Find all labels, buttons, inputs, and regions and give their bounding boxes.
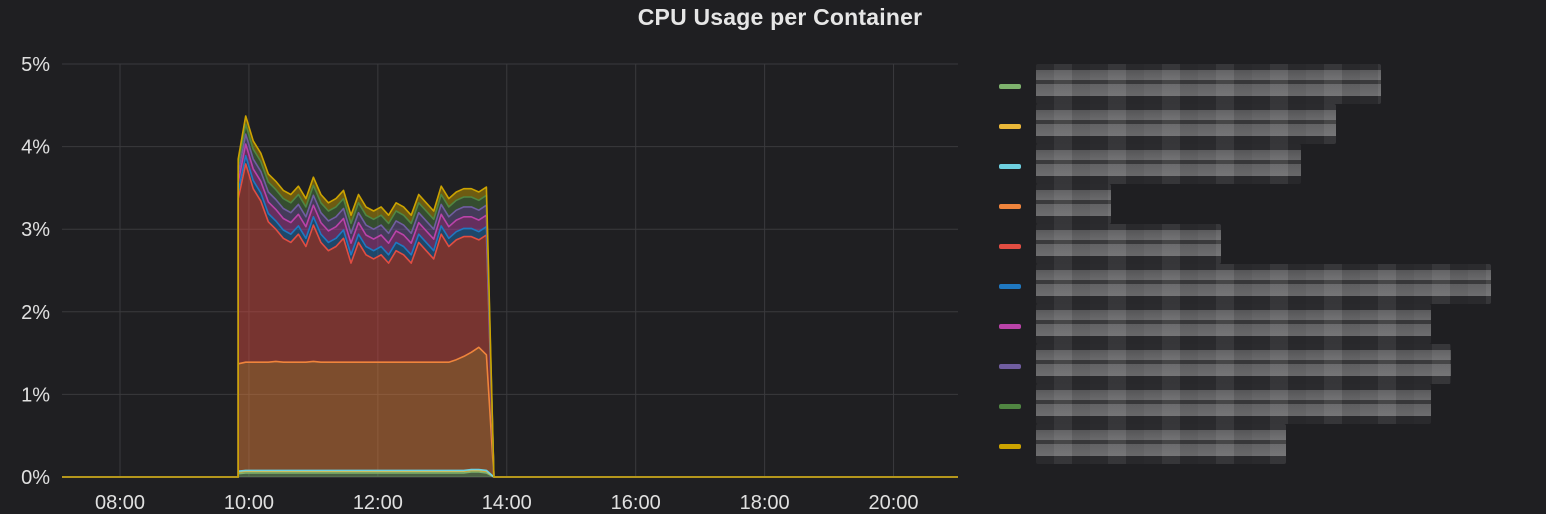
legend-swatch — [999, 124, 1021, 129]
cpu-usage-chart: 0% 1% 2% 3% 4% 5% 08:00 10:00 12:00 14:00 16:00 18:… — [21, 54, 958, 514]
series-area-7 — [238, 144, 494, 477]
x-tick-label: 12:00 — [353, 492, 403, 514]
x-tick-label: 10:00 — [224, 492, 274, 514]
legend-swatch — [999, 404, 1021, 409]
legend-swatch — [999, 84, 1021, 89]
y-tick-label: 5% — [21, 54, 50, 76]
legend-label-redacted — [1036, 64, 1381, 104]
panel-title[interactable]: CPU Usage per Container — [637, 4, 923, 30]
legend-label-redacted — [1036, 384, 1431, 424]
legend-swatch — [999, 444, 1021, 449]
legend-item-5[interactable] — [996, 224, 1536, 264]
y-tick-label: 0% — [21, 467, 50, 489]
series-area-5 — [238, 163, 494, 477]
line-layer — [62, 115, 958, 478]
x-tick-label: 18:00 — [740, 492, 790, 514]
legend-item-2[interactable] — [996, 104, 1536, 144]
area-layer — [238, 116, 494, 478]
series-line-3 — [62, 468, 958, 478]
series-line-9 — [62, 123, 958, 478]
series-area-2 — [238, 470, 494, 477]
series-line-2 — [62, 469, 958, 478]
legend-item-6[interactable] — [996, 264, 1536, 304]
series-area-6 — [238, 155, 494, 477]
series-line-7 — [62, 143, 958, 478]
legend-swatch — [999, 164, 1021, 169]
legend-item-8[interactable] — [996, 344, 1536, 384]
legend-item-7[interactable] — [996, 304, 1536, 344]
series-line-10 — [62, 115, 958, 478]
legend-item-9[interactable] — [996, 384, 1536, 424]
legend-label-redacted — [1036, 184, 1111, 224]
series-line-4 — [62, 346, 958, 478]
series-area-4 — [238, 347, 494, 477]
legend-label-redacted — [1036, 144, 1301, 184]
grid-layer — [62, 63, 958, 478]
series-line-5 — [62, 163, 958, 478]
legend-swatch — [999, 284, 1021, 289]
x-tick-label: 14:00 — [482, 492, 532, 514]
series-line-1 — [62, 471, 958, 478]
legend-swatch — [999, 324, 1021, 329]
legend-item-10[interactable] — [996, 424, 1536, 464]
legend-label-redacted — [1036, 224, 1221, 264]
y-tick-label: 4% — [21, 137, 50, 159]
y-tick-label: 3% — [21, 219, 50, 241]
legend-label-redacted — [1036, 104, 1336, 144]
legend-item-4[interactable] — [996, 184, 1536, 224]
y-tick-label: 1% — [21, 384, 50, 406]
legend-label-redacted — [1036, 344, 1451, 384]
x-tick-label: 16:00 — [611, 492, 661, 514]
legend-swatch — [999, 204, 1021, 209]
series-line-8 — [62, 133, 958, 478]
x-tick-label: 08:00 — [95, 492, 145, 514]
legend-item-3[interactable] — [996, 144, 1536, 184]
series-line-6 — [62, 154, 958, 478]
y-tick-label: 2% — [21, 302, 50, 324]
legend-swatch — [999, 244, 1021, 249]
legend-label-redacted — [1036, 304, 1431, 344]
legend-swatch — [999, 364, 1021, 369]
legend-label-redacted — [1036, 264, 1491, 304]
legend-item-1[interactable] — [996, 64, 1536, 104]
x-tick-label: 20:00 — [869, 492, 919, 514]
legend-label-redacted — [1036, 424, 1286, 464]
axis-layer: 0% 1% 2% 3% 4% 5% 08:00 10:00 12:00 14:00 16:00 18:… — [21, 54, 918, 514]
